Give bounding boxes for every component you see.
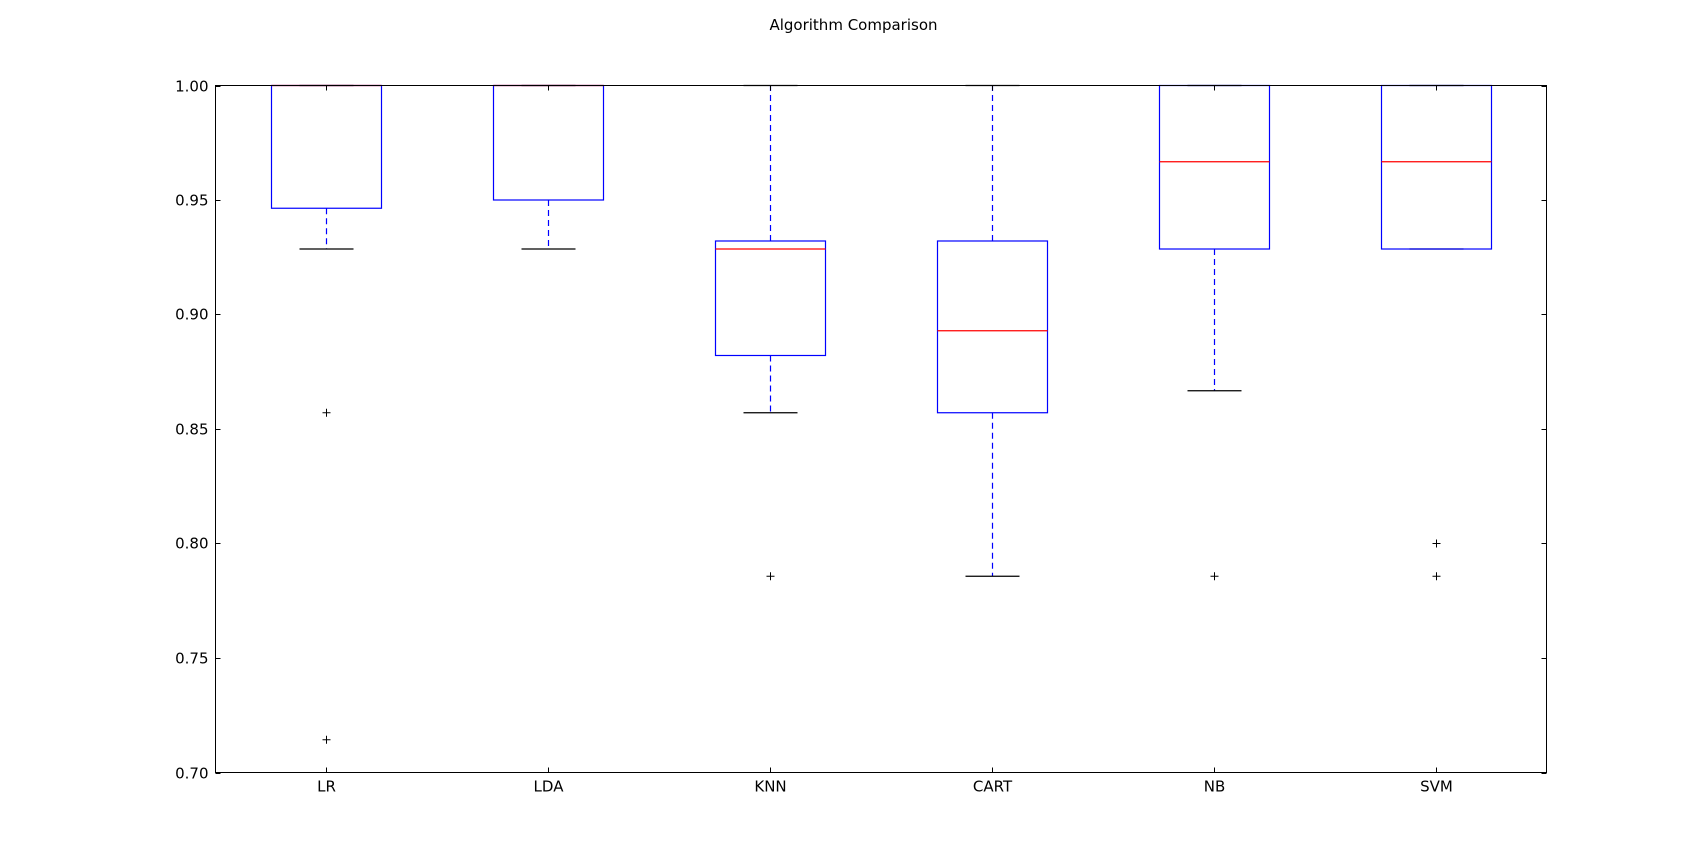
chart-title: Algorithm Comparison	[769, 16, 937, 34]
box-lr	[270, 84, 383, 209]
flier-lr-2	[322, 735, 331, 744]
y-tick-label-0-90: 0.90	[175, 306, 208, 324]
flier-nb-1	[1210, 572, 1219, 581]
box-lda	[492, 84, 605, 201]
y-tick-label-0-85: 0.85	[175, 421, 208, 439]
flier-svm-1	[1432, 539, 1441, 548]
x-tick-label-svm: SVM	[1420, 778, 1453, 796]
y-tick-label-0-95: 0.95	[175, 192, 208, 210]
flier-lr-1	[322, 408, 331, 417]
box-nb	[1158, 84, 1271, 250]
y-tick-label-1-00: 1.00	[175, 78, 208, 96]
plot-area	[270, 84, 1493, 744]
box-group-svm	[1380, 84, 1493, 581]
box-group-lr	[270, 84, 383, 744]
box-group-nb	[1158, 84, 1271, 581]
box-knn	[714, 240, 827, 357]
x-tick-label-lr: LR	[317, 778, 336, 796]
box-group-knn	[714, 84, 827, 581]
box-group-lda	[492, 84, 605, 250]
y-tick-label-0-70: 0.70	[175, 765, 208, 783]
axis-ticks: LR LDA KNN CART NB SVM 0.70 0.75 0.80 0.85 0.90 0.9…	[175, 78, 1547, 796]
box-group-cart	[936, 84, 1049, 577]
x-tick-label-cart: CART	[973, 778, 1013, 796]
y-tick-label-0-80: 0.80	[175, 535, 208, 553]
axes-frame	[215, 85, 1547, 773]
y-tick-label-0-75: 0.75	[175, 650, 208, 668]
flier-knn-1	[766, 572, 775, 581]
x-tick-label-knn: KNN	[754, 778, 786, 796]
x-tick-label-lda: LDA	[534, 778, 565, 796]
flier-svm-2	[1432, 572, 1441, 581]
x-tick-label-nb: NB	[1204, 778, 1226, 796]
box-cart	[936, 240, 1049, 414]
box-svm	[1380, 84, 1493, 250]
